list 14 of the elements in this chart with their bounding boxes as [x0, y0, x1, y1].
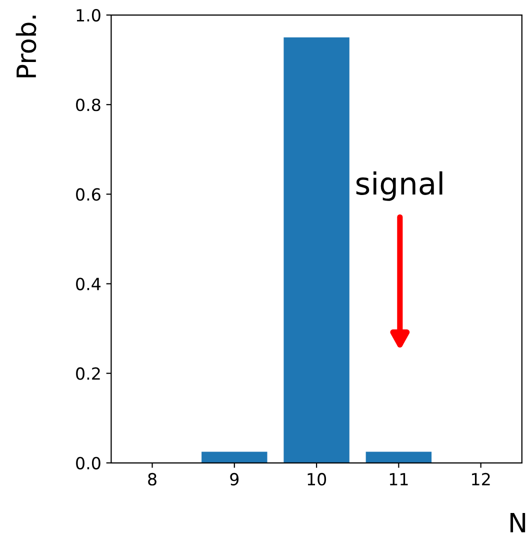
y-axis-title: Prob.	[16, 16, 36, 78]
y-tick-label: 0.8	[76, 98, 100, 112]
y-tick-label: 0.2	[76, 367, 100, 380]
x-tick-label: 12	[472, 472, 490, 486]
x-tick-label: 9	[230, 472, 239, 486]
y-tick-label: 1.0	[76, 9, 100, 22]
y-tick-label: 0.6	[76, 188, 100, 201]
y-tick-label: 0.0	[76, 456, 100, 470]
x-axis-title: N	[510, 512, 526, 532]
annotation: signal	[356, 171, 442, 201]
x-tick-label: 11	[390, 473, 408, 486]
x-tick-label: 10	[308, 472, 326, 486]
x-tick-label: 8	[148, 472, 156, 486]
y-tick-label: 0.4	[76, 278, 101, 290]
